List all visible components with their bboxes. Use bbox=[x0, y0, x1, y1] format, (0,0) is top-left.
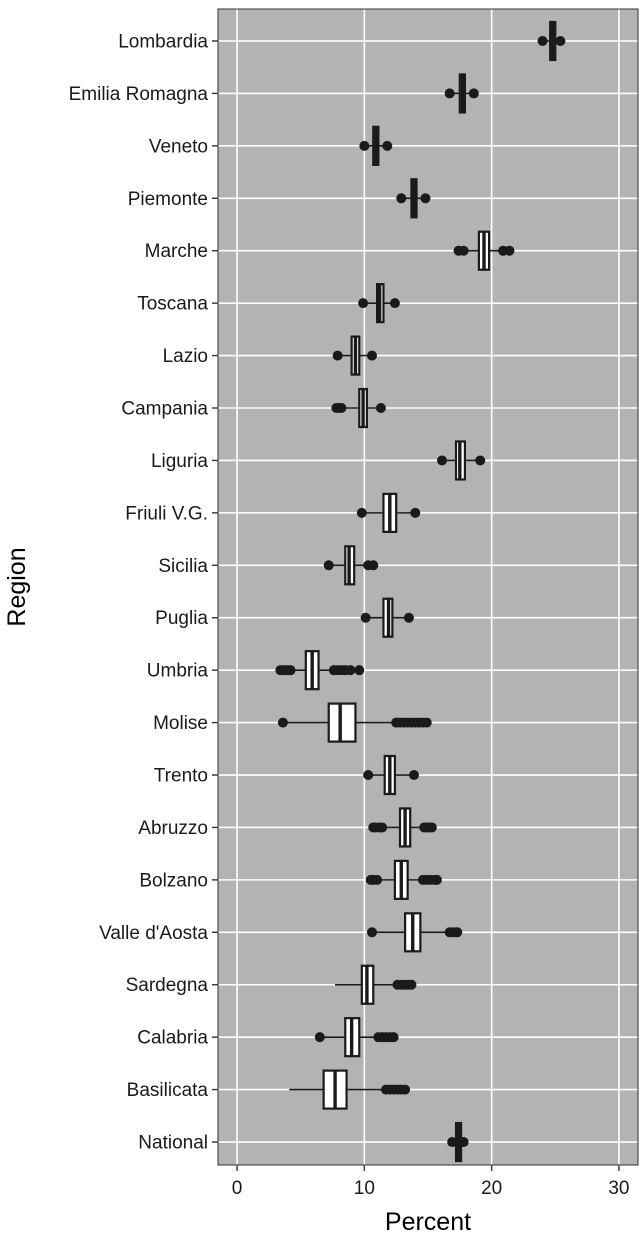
outlier-point bbox=[314, 1032, 325, 1043]
axes: Lombardia Emilia Romagna Veneto Piemonte Mar… bbox=[69, 32, 630, 1200]
y-tick-label: Lombardia bbox=[118, 32, 208, 53]
outlier-point bbox=[285, 665, 296, 676]
boxes bbox=[275, 20, 566, 1163]
outlier-point bbox=[345, 665, 356, 676]
outlier-point bbox=[555, 36, 566, 46]
outlier-point bbox=[458, 245, 469, 256]
outlier-point bbox=[389, 298, 400, 309]
x-tick-label: 30 bbox=[608, 1178, 629, 1199]
y-tick-label: Umbria bbox=[147, 661, 209, 682]
outlier-point bbox=[475, 455, 486, 466]
outlier-point bbox=[367, 350, 377, 361]
outlier-point bbox=[354, 665, 365, 676]
box-group bbox=[537, 20, 566, 62]
y-tick-label: Sicilia bbox=[158, 556, 208, 577]
box-group bbox=[289, 1069, 411, 1110]
outlier-point bbox=[537, 36, 548, 46]
box-group bbox=[367, 912, 463, 953]
y-tick-label: Puglia bbox=[155, 608, 208, 629]
outlier-point bbox=[409, 770, 419, 781]
box-group bbox=[363, 754, 419, 796]
outlier-point bbox=[437, 455, 447, 466]
y-tick-label: Molise bbox=[153, 713, 208, 734]
outlier-point bbox=[336, 403, 347, 414]
y-tick-label: Emilia Romagna bbox=[69, 84, 209, 105]
outlier-point bbox=[396, 193, 407, 204]
y-tick-label: Valle d'Aosta bbox=[99, 923, 208, 944]
y-tick-label: Toscana bbox=[137, 294, 208, 315]
y-tick-label: National bbox=[138, 1133, 208, 1154]
x-tick-label: 0 bbox=[232, 1178, 243, 1199]
y-tick-label: Friuli V.G. bbox=[125, 503, 208, 524]
outlier-point bbox=[359, 140, 370, 151]
outlier-point bbox=[406, 979, 417, 990]
y-tick-label: Trento bbox=[154, 766, 208, 787]
box-group bbox=[332, 335, 377, 376]
y-tick-label: Calabria bbox=[137, 1028, 208, 1049]
panel-background bbox=[218, 9, 638, 1165]
box-group bbox=[335, 964, 417, 1005]
y-tick-label: Marche bbox=[145, 241, 208, 262]
box-group bbox=[314, 1017, 399, 1058]
box-group bbox=[356, 492, 421, 533]
box-group bbox=[396, 178, 431, 219]
outlier-point bbox=[356, 507, 367, 518]
box-group bbox=[277, 702, 432, 743]
y-tick-label: Bolzano bbox=[139, 870, 208, 891]
box-group bbox=[360, 597, 414, 638]
box-group bbox=[358, 283, 400, 324]
outlier-point bbox=[420, 193, 431, 204]
outlier-point bbox=[504, 245, 515, 256]
outlier-point bbox=[375, 403, 386, 414]
outlier-point bbox=[358, 298, 369, 309]
outlier-point bbox=[323, 560, 334, 571]
box-group bbox=[323, 545, 379, 586]
outlier-point bbox=[452, 927, 463, 938]
y-tick-label: Sardegna bbox=[126, 975, 209, 996]
y-tick-label: Lazio bbox=[163, 346, 208, 367]
box-group bbox=[359, 125, 393, 166]
box-group bbox=[444, 73, 479, 114]
outlier-point bbox=[368, 560, 379, 571]
outlier-point bbox=[403, 612, 414, 623]
y-tick-label: Liguria bbox=[151, 451, 208, 472]
outlier-point bbox=[468, 88, 479, 99]
panel-border bbox=[217, 8, 639, 1166]
y-tick-label: Veneto bbox=[149, 136, 208, 157]
box-group bbox=[447, 1121, 469, 1163]
box-group bbox=[437, 440, 486, 481]
outlier-point bbox=[444, 88, 455, 99]
outlier-point bbox=[400, 1084, 411, 1095]
y-tick-label: Abruzzo bbox=[138, 818, 208, 839]
box-group bbox=[365, 859, 442, 900]
box bbox=[327, 702, 357, 743]
y-axis-title: Region bbox=[3, 547, 31, 626]
box-group bbox=[453, 230, 515, 271]
outlier-point bbox=[447, 1137, 458, 1148]
box-group bbox=[275, 650, 365, 691]
outlier-point bbox=[332, 350, 343, 361]
outlier-point bbox=[360, 612, 371, 623]
outlier-point bbox=[421, 717, 432, 728]
y-tick-label: Campania bbox=[121, 399, 208, 420]
outlier-point bbox=[377, 822, 388, 833]
outlier-point bbox=[410, 507, 421, 518]
y-tick-label: Piemonte bbox=[128, 189, 208, 210]
outlier-point bbox=[372, 874, 383, 885]
x-tick-label: 20 bbox=[481, 1178, 502, 1199]
outlier-point bbox=[367, 927, 377, 938]
outlier-point bbox=[277, 717, 288, 728]
x-axis-title: Percent bbox=[385, 1208, 471, 1236]
box-group bbox=[368, 807, 437, 848]
outlier-point bbox=[382, 140, 393, 151]
x-tick-label: 10 bbox=[354, 1178, 375, 1199]
outlier-point bbox=[431, 874, 442, 885]
outlier-point bbox=[388, 1032, 399, 1043]
box-group bbox=[331, 387, 386, 429]
y-tick-label: Basilicata bbox=[127, 1080, 209, 1101]
outlier-point bbox=[426, 822, 437, 833]
outlier-point bbox=[363, 770, 374, 781]
